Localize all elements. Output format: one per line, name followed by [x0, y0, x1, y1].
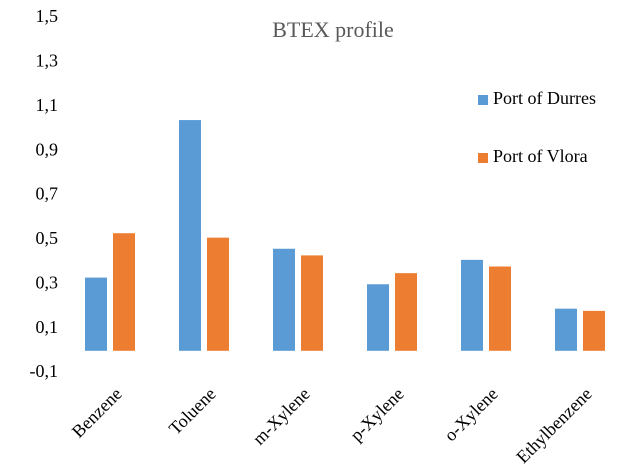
legend-label: Port of Durres [493, 88, 596, 108]
bar [85, 277, 107, 351]
y-tick-label: 0,1 [36, 317, 59, 337]
legend-swatch [478, 95, 488, 105]
x-tick-label: m-Xylene [249, 384, 314, 449]
bar [113, 233, 135, 351]
y-tick-label: 0,7 [36, 184, 59, 204]
bar [489, 266, 511, 351]
bar [207, 237, 229, 351]
y-tick-label: 0,5 [36, 228, 59, 248]
y-tick-label: 1,5 [36, 6, 59, 26]
legend-swatch [478, 153, 488, 163]
legend-label: Port of Vlora [493, 146, 588, 166]
bar [461, 259, 483, 351]
x-tick-label: Toluene [165, 384, 220, 439]
bar [395, 273, 417, 351]
x-tick-label: o-Xylene [440, 384, 502, 446]
y-tick-label: 0,3 [36, 272, 59, 292]
bar [301, 255, 323, 351]
bar [555, 308, 577, 351]
x-tick-label: Ethylbenzene [512, 384, 595, 467]
y-tick-label: 1,1 [36, 95, 59, 115]
y-tick-label: 0,9 [36, 139, 59, 159]
bar [583, 310, 605, 351]
bar [273, 248, 295, 351]
x-tick-label: p-Xylene [346, 384, 408, 446]
chart-title: BTEX profile [272, 17, 394, 42]
bar [179, 120, 201, 351]
y-tick-label: -0,1 [30, 361, 59, 381]
x-tick-label: Benzene [68, 384, 126, 442]
bar [367, 284, 389, 351]
y-tick-label: 1,3 [36, 51, 59, 71]
